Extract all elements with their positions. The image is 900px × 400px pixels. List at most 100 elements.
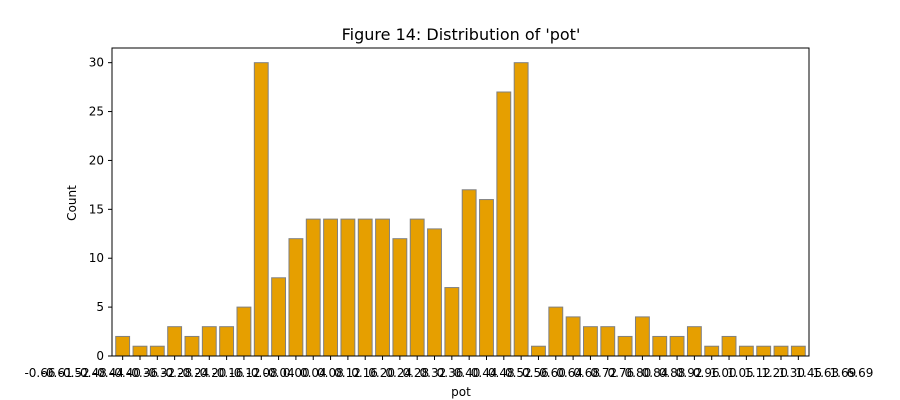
x-tick-label: 0.16 (351, 366, 378, 380)
bar (132, 345, 148, 357)
x-tick-label: -0.52 (59, 366, 90, 380)
bar (340, 218, 356, 357)
bar (738, 345, 754, 357)
bar (115, 335, 131, 357)
x-tick-label: 0.40 (454, 366, 481, 380)
bar (600, 326, 616, 357)
bar (409, 218, 425, 357)
bar (617, 335, 633, 357)
y-axis-label: Count (65, 185, 79, 221)
x-tick-label: 0.92 (676, 366, 703, 380)
x-tick-label: -0.04 (264, 366, 295, 380)
bar (652, 335, 668, 357)
chart-title: Figure 14: Distribution of 'pot' (342, 25, 581, 44)
x-tick-label: -0.20 (195, 366, 226, 380)
bar (392, 238, 408, 357)
x-tick-label: 0.36 (437, 366, 464, 380)
x-axis: -0.66-0.61-0.52-0.48-0.44-0.40-0.36-0.32… (24, 356, 873, 380)
x-tick-label: -0.32 (144, 366, 175, 380)
y-axis: 0 5 10 15 20 25 30 (89, 56, 112, 363)
x-tick-label: 0.52 (505, 366, 532, 380)
x-tick-label: -0.28 (161, 366, 192, 380)
bar (721, 335, 737, 357)
bar (548, 306, 564, 357)
bar (305, 218, 321, 357)
x-tick-label: 6.69 (847, 366, 874, 380)
bar (704, 345, 720, 357)
x-tick-label: -0.40 (110, 366, 141, 380)
y-tick-label: 20 (89, 153, 104, 167)
plot-frame (111, 47, 810, 357)
x-tick-label: 0.00 (283, 366, 310, 380)
x-tick-label: -0.36 (127, 366, 158, 380)
bar (236, 306, 252, 357)
x-tick-label: 0.56 (522, 366, 549, 380)
x-tick-label: 1.00 (710, 366, 737, 380)
x-tick-label: 1.20 (761, 366, 788, 380)
bar (531, 345, 546, 357)
bar (375, 218, 390, 357)
x-tick-label: -0.08 (247, 366, 278, 380)
bar (756, 345, 772, 357)
x-axis-label: pot (451, 385, 471, 399)
bar (184, 335, 200, 357)
bar (444, 287, 460, 357)
x-tick-label: -0.66 (24, 366, 55, 380)
x-tick-label: 0.68 (573, 366, 600, 380)
y-tick-label: 5 (96, 300, 104, 314)
x-tick-label: -0.44 (93, 366, 124, 380)
x-tick-label: 0.12 (334, 366, 361, 380)
y-tick-label: 0 (96, 349, 104, 363)
bar (149, 345, 165, 357)
x-tick-label: -0.16 (212, 366, 243, 380)
bar (496, 91, 512, 357)
x-tick-label: -0.12 (229, 366, 260, 380)
x-tick-label: 1.12 (744, 366, 771, 380)
y-tick-label: 10 (89, 251, 104, 265)
x-tick-label: -0.61 (42, 366, 73, 380)
bar (271, 277, 287, 357)
x-tick-label: -0.24 (178, 366, 209, 380)
x-tick-label: 0.84 (642, 366, 669, 380)
bar (427, 228, 442, 357)
bar (583, 326, 598, 357)
x-tick-label: 0.44 (471, 366, 498, 380)
x-tick-label: 0.08 (317, 366, 344, 380)
x-tick-label: 0.48 (488, 366, 515, 380)
y-tick-label: 15 (89, 202, 104, 216)
x-tick-label: 0.72 (590, 366, 617, 380)
x-tick-label: 0.28 (402, 366, 429, 380)
x-tick-label: -0.48 (76, 366, 107, 380)
x-tick-label: 0.24 (385, 366, 412, 380)
bar (479, 199, 494, 357)
x-tick-label: 1.05 (727, 366, 754, 380)
y-tick-label: 25 (89, 105, 104, 119)
x-tick-label: 1.63 (812, 366, 839, 380)
bar (323, 218, 338, 357)
bar (565, 316, 581, 357)
x-tick-label: 0.04 (300, 366, 327, 380)
bar (634, 316, 650, 357)
x-tick-label: 1.69 (830, 366, 857, 380)
bar (773, 345, 789, 357)
x-tick-label: 0.88 (659, 366, 686, 380)
x-tick-label: 0.32 (420, 366, 447, 380)
bar (357, 218, 373, 357)
bar (288, 238, 304, 357)
bar (201, 326, 217, 357)
bar (790, 345, 806, 357)
bar (219, 326, 235, 357)
bars-group (115, 62, 806, 357)
bar (686, 326, 702, 357)
bar (461, 189, 477, 357)
x-tick-label: 0.80 (625, 366, 652, 380)
x-tick-label: 1.45 (795, 366, 822, 380)
bar (513, 62, 529, 357)
x-tick-label: 0.96 (693, 366, 720, 380)
bar (669, 335, 685, 357)
y-tick-label: 30 (89, 56, 104, 70)
x-tick-label: 0.76 (607, 366, 634, 380)
x-tick-label: 0.60 (539, 366, 566, 380)
bar (253, 62, 269, 357)
